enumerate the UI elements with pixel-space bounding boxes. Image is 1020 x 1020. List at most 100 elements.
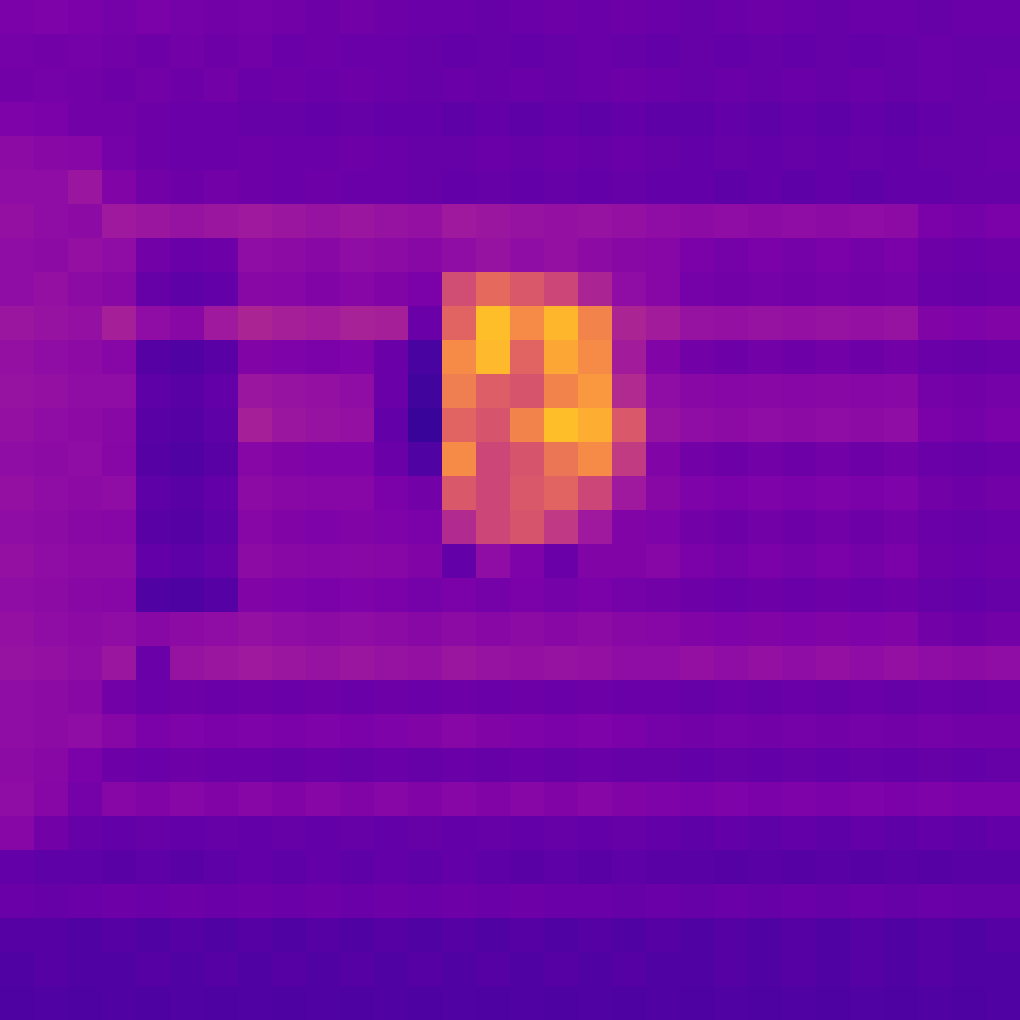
heat-cell [646, 0, 681, 35]
heat-cell [680, 952, 715, 987]
heat-cell [204, 816, 239, 851]
heat-cell [986, 816, 1020, 851]
heat-cell [884, 952, 919, 987]
heat-cell [272, 850, 307, 885]
heat-cell [136, 782, 171, 817]
heat-cell [680, 306, 715, 341]
heat-cell [306, 68, 341, 103]
heat-cell [442, 340, 477, 375]
heat-cell [408, 408, 443, 443]
heat-cell [918, 408, 953, 443]
heat-cell [918, 136, 953, 171]
heat-cell [952, 952, 987, 987]
heat-cell [102, 102, 137, 137]
heat-cell [170, 986, 205, 1020]
heat-cell [272, 238, 307, 273]
heat-cell [170, 850, 205, 885]
heat-cell [68, 510, 103, 545]
heat-cell [340, 442, 375, 477]
heat-cell [782, 918, 817, 953]
heat-cell [510, 986, 545, 1020]
heat-cell [306, 646, 341, 681]
heat-cell [952, 102, 987, 137]
heat-cell [374, 442, 409, 477]
heat-cell [442, 612, 477, 647]
heat-cell [34, 34, 69, 69]
heat-cell [816, 612, 851, 647]
heat-cell [646, 306, 681, 341]
heat-cell [680, 272, 715, 307]
heat-cell [340, 170, 375, 205]
heat-cell [544, 816, 579, 851]
heat-cell [884, 442, 919, 477]
heat-cell [714, 986, 749, 1020]
heat-cell [408, 680, 443, 715]
heat-cell [578, 816, 613, 851]
heat-cell [136, 306, 171, 341]
heat-cell [34, 816, 69, 851]
heat-cell [510, 884, 545, 919]
heat-cell [476, 612, 511, 647]
heat-cell [578, 306, 613, 341]
heat-cell [714, 340, 749, 375]
heat-cell [306, 374, 341, 409]
heat-cell [952, 340, 987, 375]
plot-area [0, 0, 1020, 1020]
heat-cell [680, 340, 715, 375]
heat-cell [34, 578, 69, 613]
heat-cell [782, 544, 817, 579]
heat-cell [102, 986, 137, 1020]
heat-cell [510, 272, 545, 307]
heat-cell [102, 476, 137, 511]
heat-cell [442, 170, 477, 205]
heat-cell [952, 816, 987, 851]
heat-cell [34, 782, 69, 817]
heat-cell [646, 374, 681, 409]
heat-cell [510, 850, 545, 885]
heat-cell [238, 204, 273, 239]
heat-cell [782, 816, 817, 851]
heat-cell [646, 442, 681, 477]
heat-cell [612, 714, 647, 749]
heat-cell [442, 442, 477, 477]
heat-cell [578, 646, 613, 681]
heat-cell [918, 850, 953, 885]
heat-cell [0, 918, 35, 953]
heat-cell [204, 102, 239, 137]
heat-cell [476, 272, 511, 307]
heat-cell [374, 816, 409, 851]
heat-cell [918, 816, 953, 851]
heat-cell [34, 476, 69, 511]
heat-cell [578, 204, 613, 239]
heat-cell [816, 714, 851, 749]
heat-cell [748, 340, 783, 375]
heat-cell [714, 782, 749, 817]
heat-cell [850, 476, 885, 511]
heat-cell [850, 510, 885, 545]
heat-cell [782, 680, 817, 715]
heat-cell [340, 646, 375, 681]
heat-cell [476, 646, 511, 681]
heat-cell [204, 578, 239, 613]
heat-cell [782, 850, 817, 885]
heat-cell [170, 34, 205, 69]
heat-cell [476, 816, 511, 851]
heat-cell [272, 0, 307, 35]
heat-cell [918, 34, 953, 69]
heat-cell [136, 340, 171, 375]
heat-cell [884, 918, 919, 953]
heat-cell [170, 680, 205, 715]
heat-cell [952, 578, 987, 613]
heat-cell [374, 34, 409, 69]
heat-cell [646, 986, 681, 1020]
heat-cell [0, 272, 35, 307]
heat-cell [680, 408, 715, 443]
heat-cell [272, 136, 307, 171]
heat-cell [408, 272, 443, 307]
heat-cell [272, 986, 307, 1020]
heat-cell [782, 442, 817, 477]
heat-cell [238, 578, 273, 613]
heat-cell [510, 612, 545, 647]
heat-cell [408, 102, 443, 137]
heat-cell [714, 102, 749, 137]
